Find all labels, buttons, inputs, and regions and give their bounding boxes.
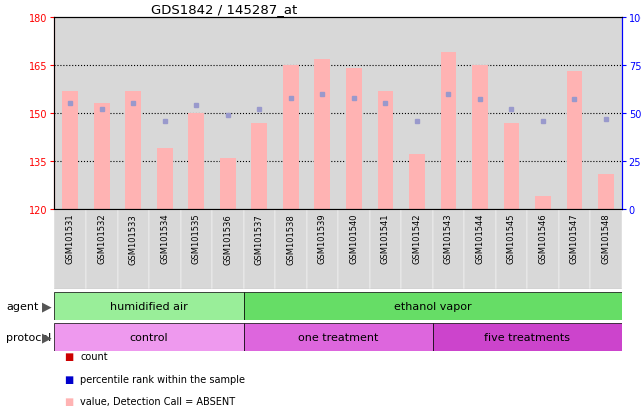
Bar — [401, 18, 433, 209]
Text: GSM101546: GSM101546 — [538, 214, 547, 264]
Text: humidified air: humidified air — [110, 301, 188, 311]
Bar — [527, 209, 559, 289]
Text: ■: ■ — [64, 351, 73, 361]
Bar — [275, 18, 306, 209]
Text: ethanol vapor: ethanol vapor — [394, 301, 472, 311]
Text: GSM101531: GSM101531 — [66, 214, 75, 264]
Text: GSM101533: GSM101533 — [129, 214, 138, 264]
Text: GSM101544: GSM101544 — [476, 214, 485, 264]
Bar — [495, 18, 527, 209]
Text: GSM101532: GSM101532 — [97, 214, 106, 264]
Bar — [244, 292, 622, 320]
Bar — [126, 91, 141, 209]
Text: GDS1842 / 145287_at: GDS1842 / 145287_at — [151, 3, 297, 16]
Text: GSM101543: GSM101543 — [444, 214, 453, 264]
Text: one treatment: one treatment — [298, 332, 378, 342]
Text: ▶: ▶ — [42, 330, 52, 344]
Bar — [370, 209, 401, 289]
Text: GSM101534: GSM101534 — [160, 214, 169, 264]
Bar — [472, 66, 488, 209]
Bar — [86, 18, 117, 209]
Bar — [338, 209, 370, 289]
Text: GSM101540: GSM101540 — [349, 214, 358, 264]
Text: GSM101545: GSM101545 — [507, 214, 516, 264]
Text: agent: agent — [6, 301, 39, 311]
Text: GSM101535: GSM101535 — [192, 214, 201, 264]
Text: ▶: ▶ — [42, 300, 52, 313]
Text: GSM101547: GSM101547 — [570, 214, 579, 264]
Bar — [244, 18, 275, 209]
Text: percentile rank within the sample: percentile rank within the sample — [80, 374, 245, 384]
Bar — [212, 18, 244, 209]
Bar — [590, 18, 622, 209]
Bar — [504, 123, 519, 209]
Bar — [590, 209, 622, 289]
Bar — [433, 209, 464, 289]
Text: GSM101536: GSM101536 — [223, 214, 232, 264]
Bar — [149, 209, 181, 289]
Bar — [346, 69, 362, 209]
Bar — [149, 18, 181, 209]
Bar — [315, 59, 330, 209]
Bar — [62, 91, 78, 209]
Text: value, Detection Call = ABSENT: value, Detection Call = ABSENT — [80, 396, 235, 406]
Bar — [598, 174, 614, 209]
Bar — [212, 209, 244, 289]
Bar — [464, 209, 495, 289]
Bar — [181, 18, 212, 209]
Bar — [378, 91, 394, 209]
Bar — [94, 104, 110, 209]
Text: GSM101542: GSM101542 — [412, 214, 421, 264]
Text: ■: ■ — [64, 374, 73, 384]
Text: GSM101538: GSM101538 — [287, 214, 296, 264]
Bar — [370, 18, 401, 209]
Bar — [181, 209, 212, 289]
Text: GSM101548: GSM101548 — [601, 214, 610, 264]
Bar — [54, 18, 86, 209]
Text: GSM101539: GSM101539 — [318, 214, 327, 264]
Bar — [220, 158, 236, 209]
Bar — [535, 197, 551, 209]
Bar — [251, 123, 267, 209]
Text: GSM101541: GSM101541 — [381, 214, 390, 264]
Bar — [559, 18, 590, 209]
Bar — [117, 209, 149, 289]
Bar — [440, 53, 456, 209]
Text: GSM101537: GSM101537 — [255, 214, 264, 264]
Bar — [433, 18, 464, 209]
Bar — [157, 149, 172, 209]
Bar — [338, 18, 370, 209]
Bar — [117, 18, 149, 209]
Bar — [495, 209, 527, 289]
Bar — [306, 209, 338, 289]
Bar — [409, 155, 425, 209]
Text: five treatments: five treatments — [484, 332, 570, 342]
Bar — [283, 66, 299, 209]
Bar — [275, 209, 306, 289]
Bar — [244, 323, 433, 351]
Bar — [86, 209, 117, 289]
Bar — [401, 209, 433, 289]
Bar — [54, 209, 86, 289]
Bar — [559, 209, 590, 289]
Text: ■: ■ — [64, 396, 73, 406]
Bar — [54, 292, 244, 320]
Text: count: count — [80, 351, 108, 361]
Bar — [188, 114, 204, 209]
Bar — [244, 209, 275, 289]
Bar — [567, 72, 583, 209]
Text: protocol: protocol — [6, 332, 52, 342]
Bar — [54, 323, 244, 351]
Bar — [433, 323, 622, 351]
Bar — [527, 18, 559, 209]
Text: control: control — [129, 332, 169, 342]
Bar — [464, 18, 495, 209]
Bar — [306, 18, 338, 209]
